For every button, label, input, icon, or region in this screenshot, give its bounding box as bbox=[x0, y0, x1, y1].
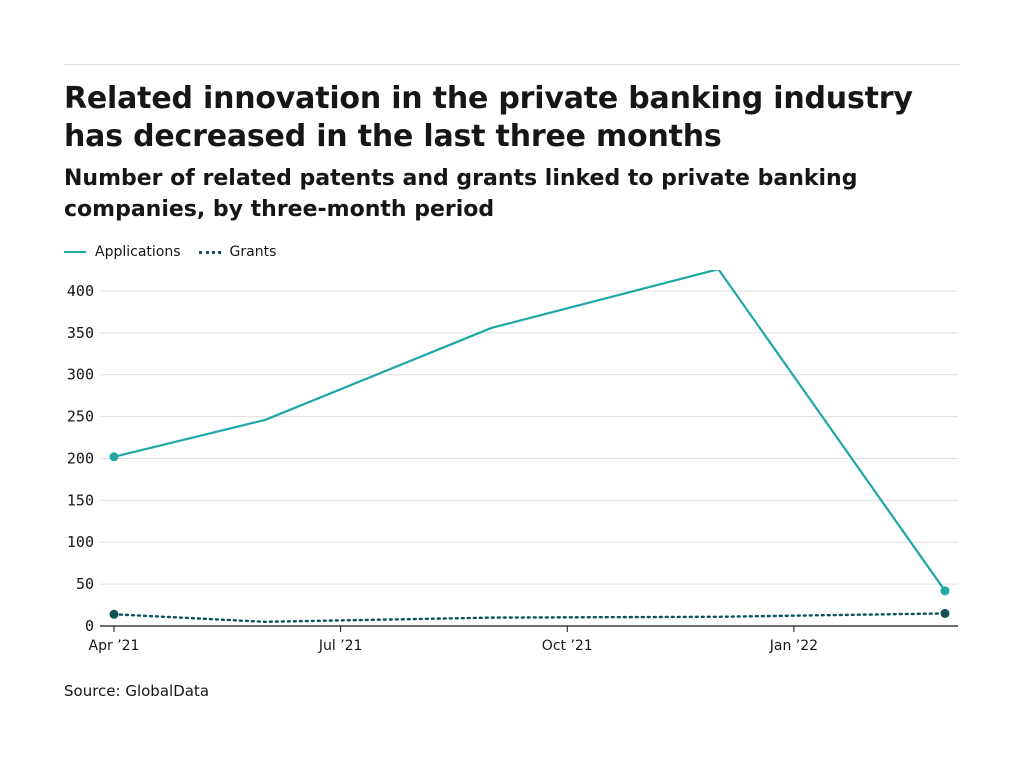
y-tick-label: 100 bbox=[67, 533, 94, 551]
y-tick-label: 400 bbox=[67, 282, 94, 300]
x-tick-label: Jul ’21 bbox=[318, 638, 363, 654]
y-tick-label: 50 bbox=[76, 575, 94, 593]
x-tick-label: Oct ’21 bbox=[542, 638, 593, 654]
top-rule bbox=[64, 64, 960, 65]
x-tick-label: Jan ’22 bbox=[769, 638, 818, 654]
y-tick-label: 300 bbox=[67, 366, 94, 384]
legend-item-applications: Applications bbox=[64, 244, 181, 260]
chart-title: Related innovation in the private bankin… bbox=[64, 81, 913, 154]
series-point-grants bbox=[109, 609, 119, 619]
chart-subtitle: Number of related patents and grants lin… bbox=[64, 166, 858, 222]
legend-label-applications: Applications bbox=[95, 244, 181, 260]
source-note: Source: GlobalData bbox=[64, 682, 210, 700]
series-point-grants bbox=[940, 608, 950, 618]
series-line-applications bbox=[112, 270, 947, 592]
y-tick-label: 250 bbox=[67, 408, 94, 426]
legend: Applications Grants bbox=[64, 242, 294, 262]
series-line-grants bbox=[112, 612, 947, 624]
legend-label-grants: Grants bbox=[229, 244, 277, 260]
y-tick-label: 150 bbox=[67, 491, 94, 509]
series-point-applications bbox=[940, 586, 950, 596]
legend-swatch-grants bbox=[198, 250, 221, 254]
series-point-applications bbox=[109, 452, 119, 462]
y-tick-label: 200 bbox=[67, 449, 94, 467]
x-tick-label: Apr ’21 bbox=[89, 638, 140, 654]
legend-item-grants: Grants bbox=[198, 244, 277, 260]
line-chart: 0 50 100 150 200 250 300 350 400 Apr ’21 Jul ’21 Oc… bbox=[67, 270, 958, 654]
y-tick-label: 0 bbox=[85, 617, 94, 635]
y-tick-label: 350 bbox=[67, 324, 94, 342]
legend-swatch-applications bbox=[64, 251, 86, 253]
